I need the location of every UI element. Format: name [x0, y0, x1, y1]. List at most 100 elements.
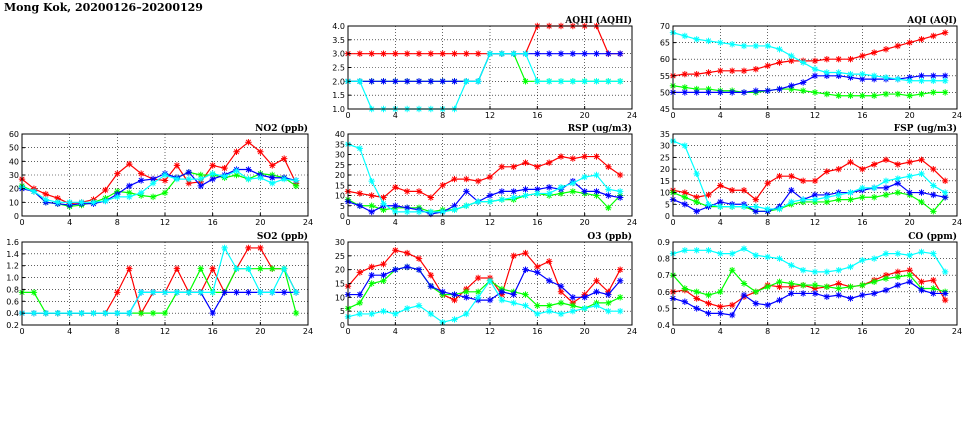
data-point — [498, 196, 506, 203]
data-point — [534, 263, 541, 271]
data-point — [269, 289, 276, 296]
data-point — [930, 165, 937, 173]
data-point — [545, 184, 553, 191]
data-point — [292, 289, 300, 296]
x-tick-label: 20 — [580, 327, 590, 336]
data-point — [392, 184, 399, 191]
data-point — [534, 310, 541, 318]
data-point — [835, 92, 842, 99]
data-point — [356, 269, 364, 276]
data-point — [811, 268, 819, 276]
data-point — [859, 165, 866, 173]
data-point — [114, 289, 121, 296]
y-tick-label: 35 — [660, 130, 670, 139]
data-point — [368, 272, 375, 279]
data-point — [233, 289, 240, 296]
data-point — [894, 175, 902, 182]
data-point — [102, 197, 109, 205]
chart-title: RSP (ug/m3) — [568, 123, 632, 134]
x-tick-label: 16 — [857, 218, 867, 227]
data-point — [847, 56, 854, 63]
data-point — [776, 85, 783, 93]
series-line — [672, 191, 946, 213]
data-point — [581, 173, 588, 181]
data-point — [894, 281, 902, 289]
series-aqi-3 — [669, 29, 949, 84]
data-point — [557, 288, 565, 295]
series-o3-2 — [344, 263, 624, 304]
data-point — [356, 145, 364, 152]
y-tick-label: 1.2 — [6, 262, 19, 271]
chart-title: NO2 (ppb) — [255, 123, 308, 134]
data-point — [233, 148, 240, 155]
data-point — [126, 309, 133, 317]
data-point — [427, 310, 435, 318]
data-point — [788, 198, 795, 206]
y-tick-label: 0.7 — [657, 271, 670, 280]
x-tick-label: 0 — [19, 218, 24, 227]
data-point — [764, 301, 771, 309]
series-aqi-0 — [669, 29, 949, 79]
data-point — [693, 288, 700, 295]
data-point — [593, 302, 600, 309]
x-tick-label: 20 — [905, 218, 915, 227]
data-point — [380, 277, 387, 284]
data-point — [380, 194, 387, 201]
y-tick-label: 10 — [660, 189, 670, 198]
data-point — [941, 89, 949, 96]
data-point — [918, 36, 925, 43]
series-line — [347, 155, 621, 199]
data-point — [161, 171, 169, 179]
data-point — [451, 296, 458, 304]
x-tick-label: 8 — [765, 111, 770, 120]
data-point — [918, 198, 925, 206]
data-point — [522, 186, 529, 193]
data-point — [498, 288, 506, 295]
data-point — [728, 187, 736, 194]
data-point — [474, 198, 482, 205]
series-co-3 — [669, 245, 949, 276]
data-point — [137, 309, 145, 317]
data-point — [185, 289, 193, 296]
data-point — [415, 208, 423, 216]
data-point — [114, 309, 121, 317]
data-point — [185, 169, 193, 176]
data-point — [605, 78, 612, 85]
series-fsp-2 — [669, 180, 949, 215]
data-point — [930, 32, 937, 40]
data-point — [616, 294, 624, 301]
x-tick-label: 4 — [718, 111, 723, 120]
data-point — [918, 278, 925, 286]
data-point — [752, 288, 760, 295]
data-point — [788, 283, 795, 291]
chart-title: FSP (ug/m3) — [894, 123, 957, 134]
x-tick-label: 0 — [19, 327, 24, 336]
data-point — [918, 156, 925, 163]
data-point — [486, 296, 494, 304]
y-tick-label: 65 — [660, 39, 670, 48]
data-point — [427, 50, 435, 57]
data-point — [102, 309, 109, 317]
data-point — [870, 278, 878, 286]
x-tick-label: 8 — [765, 327, 770, 336]
y-tick-label: 1.6 — [6, 238, 19, 247]
data-point — [392, 247, 399, 254]
y-tick-label: 2.5 — [332, 64, 345, 73]
data-point — [403, 305, 411, 312]
data-point — [835, 285, 842, 292]
data-point — [557, 190, 565, 197]
data-point — [717, 310, 724, 317]
data-point — [415, 78, 423, 85]
data-point — [941, 194, 949, 201]
data-point — [221, 244, 228, 252]
x-tick-label: 24 — [627, 218, 637, 227]
data-point — [534, 50, 541, 57]
data-point — [693, 194, 700, 201]
data-point — [545, 78, 553, 85]
data-point — [185, 180, 193, 187]
data-point — [545, 159, 553, 166]
chart-title: SO2 (ppb) — [257, 231, 308, 242]
data-point — [776, 205, 783, 213]
data-point — [752, 65, 760, 73]
